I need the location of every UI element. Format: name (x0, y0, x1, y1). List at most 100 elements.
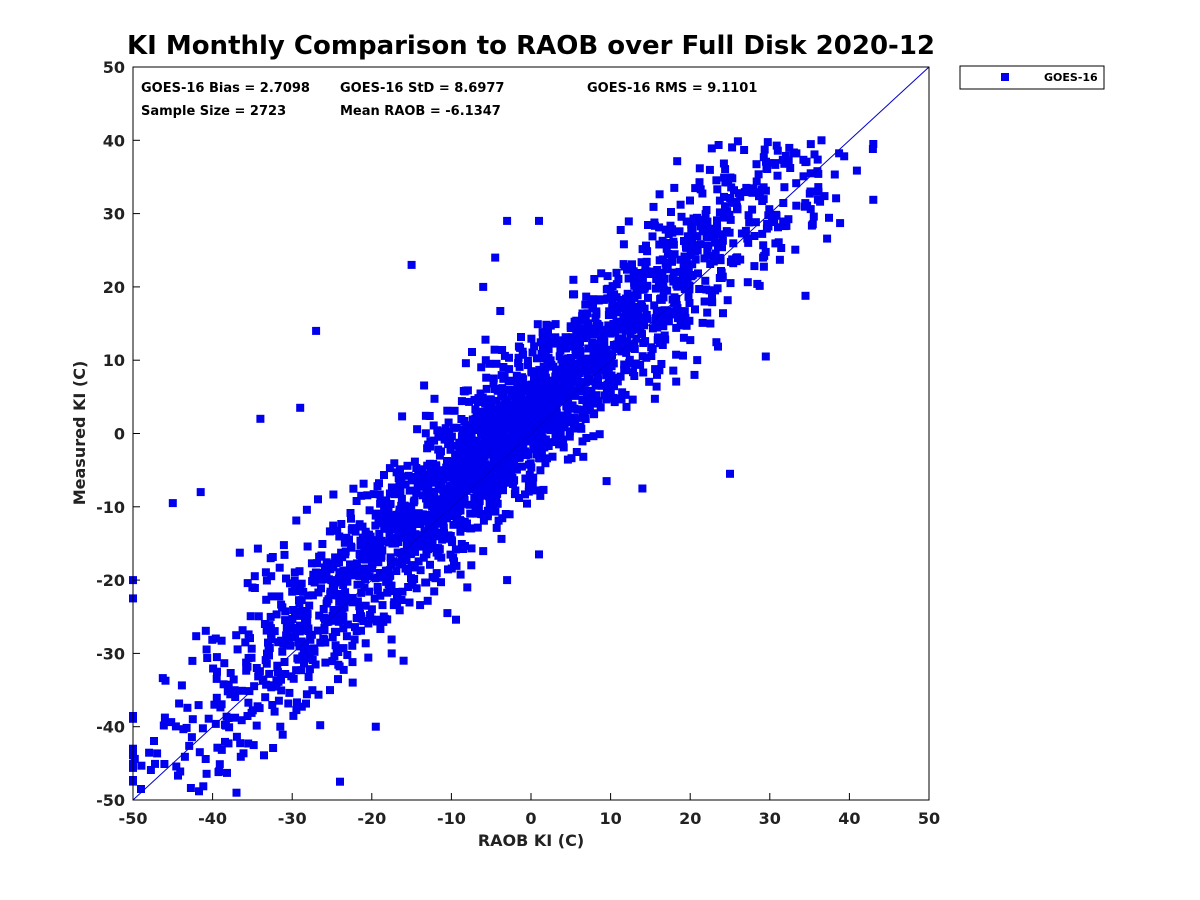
data-point (479, 462, 488, 471)
data-point (210, 700, 219, 709)
data-point (319, 605, 328, 613)
data-point (432, 528, 440, 537)
data-point (419, 553, 428, 562)
data-point (640, 268, 649, 277)
data-point (661, 225, 670, 234)
data-point (272, 610, 281, 619)
data-point (320, 563, 329, 572)
data-point (404, 532, 413, 541)
data-point (446, 532, 455, 540)
data-point (806, 169, 815, 178)
data-point (761, 247, 770, 256)
data-point (375, 530, 384, 538)
data-point (295, 627, 304, 636)
data-point (645, 377, 654, 386)
data-point (688, 225, 697, 234)
data-point (567, 454, 576, 463)
data-point (645, 270, 654, 278)
data-point (592, 391, 601, 400)
data-point (434, 445, 443, 454)
data-point (393, 599, 402, 607)
data-point (778, 155, 787, 164)
data-point (420, 381, 429, 390)
data-point (276, 722, 285, 731)
data-point (611, 345, 620, 354)
data-point (602, 285, 611, 294)
data-point (265, 621, 274, 630)
data-point (588, 338, 597, 347)
data-point (335, 597, 344, 606)
data-point (256, 414, 265, 423)
data-point (549, 339, 558, 348)
data-point (531, 396, 540, 405)
data-point (648, 232, 657, 241)
data-point (367, 605, 376, 614)
data-point (606, 329, 615, 338)
data-point (672, 350, 681, 359)
data-point (745, 218, 754, 227)
data-point (692, 243, 701, 252)
data-point (852, 166, 861, 175)
data-point (243, 712, 252, 720)
data-point (732, 197, 741, 206)
data-point (465, 470, 474, 479)
data-point (412, 584, 421, 593)
data-point (422, 511, 430, 519)
data-point (701, 276, 710, 285)
data-point (667, 307, 676, 316)
data-point (406, 550, 415, 559)
data-point (487, 491, 496, 500)
data-point (211, 634, 220, 643)
data-point (571, 351, 580, 360)
data-point (434, 544, 443, 553)
data-point (637, 279, 645, 288)
data-point (410, 542, 419, 551)
data-point (648, 324, 657, 333)
data-point (597, 269, 606, 278)
data-point (366, 611, 375, 620)
data-point (514, 416, 522, 425)
data-point (400, 507, 409, 516)
data-point (446, 485, 455, 494)
data-point (530, 372, 538, 381)
data-point (792, 179, 801, 188)
data-point (245, 687, 254, 696)
data-point (293, 698, 301, 707)
data-point (198, 724, 207, 733)
data-point (508, 439, 516, 448)
data-point (759, 241, 768, 250)
data-point (667, 208, 675, 216)
data-point (252, 721, 261, 730)
data-point (533, 320, 542, 329)
data-point (792, 201, 801, 210)
data-point (552, 429, 561, 438)
data-point (396, 518, 404, 527)
data-point (585, 374, 593, 383)
data-point (707, 251, 716, 260)
data-point (786, 164, 795, 172)
data-point (472, 492, 481, 501)
data-point (472, 436, 481, 445)
data-point (412, 464, 421, 472)
data-point (394, 486, 403, 495)
data-point (361, 575, 370, 583)
data-point (439, 523, 448, 532)
data-point (655, 240, 664, 249)
data-point (644, 221, 652, 229)
data-point (662, 244, 671, 253)
data-point (335, 590, 344, 598)
data-point (513, 450, 522, 459)
data-point (643, 247, 652, 256)
data-point (352, 497, 361, 505)
data-point (289, 674, 298, 683)
data-point (330, 616, 339, 625)
data-point (641, 337, 650, 346)
data-point (562, 358, 571, 367)
data-point (329, 521, 338, 530)
data-point (492, 427, 501, 436)
data-point (690, 370, 699, 379)
data-point (576, 346, 585, 355)
data-point (337, 520, 346, 528)
data-point (752, 160, 761, 169)
